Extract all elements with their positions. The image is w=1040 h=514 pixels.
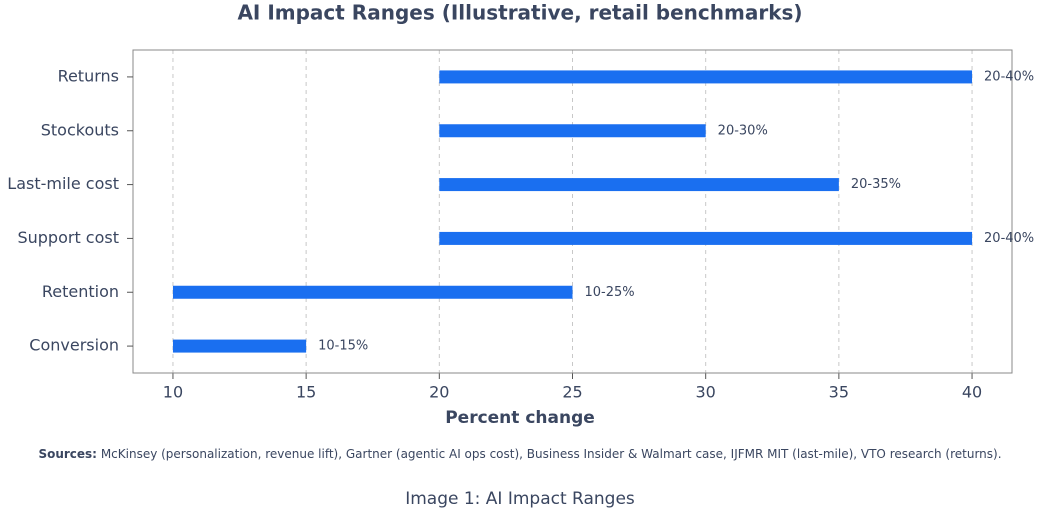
y-tick-label: Stockouts	[41, 120, 119, 139]
y-tick-label: Retention	[42, 282, 119, 301]
value-label: 20-40%	[984, 231, 1034, 246]
plot-frame	[132, 49, 1013, 374]
y-tick-label: Conversion	[29, 336, 119, 355]
value-label: 20-35%	[851, 177, 901, 192]
y-tick-label: Returns	[58, 66, 119, 85]
range-bar	[172, 285, 573, 299]
x-tick-label: 10	[163, 383, 183, 402]
caption: Image 1: AI Impact Ranges	[405, 489, 635, 509]
y-tick-label: Last-mile cost	[7, 174, 119, 193]
x-tick-label: 35	[829, 383, 849, 402]
sources-text: McKinsey (personalization, revenue lift)…	[101, 447, 1002, 461]
value-label: 20-30%	[718, 123, 768, 138]
sources-label: Sources:	[38, 447, 97, 461]
value-label: 10-15%	[318, 339, 368, 354]
x-tick-label: 20	[429, 383, 449, 402]
sources: Sources: McKinsey (personalization, reve…	[38, 447, 1001, 461]
range-bar	[439, 70, 973, 84]
range-bar	[439, 178, 839, 192]
x-axis-label: Percent change	[445, 408, 595, 428]
range-bar	[172, 339, 307, 353]
value-label: 20-40%	[984, 69, 1034, 84]
x-tick-label: 40	[962, 383, 982, 402]
range-bar	[439, 124, 706, 138]
x-tick-label: 30	[696, 383, 716, 402]
x-tick-label: 15	[296, 383, 316, 402]
range-bar	[439, 231, 973, 245]
y-tick-label: Support cost	[17, 228, 119, 247]
chart-title: AI Impact Ranges (Illustrative, retail b…	[237, 1, 802, 25]
x-tick-label: 25	[562, 383, 582, 402]
value-label: 10-25%	[585, 285, 635, 300]
